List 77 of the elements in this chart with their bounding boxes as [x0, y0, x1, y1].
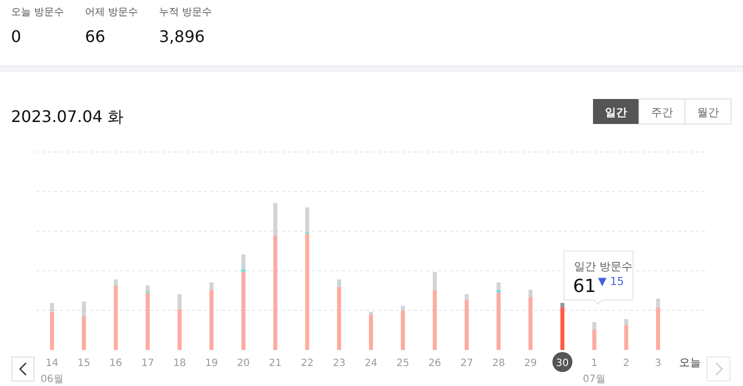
bar — [369, 314, 373, 350]
x-tick-label: 1 — [591, 358, 598, 369]
bar — [210, 290, 214, 350]
x-tick-label: 27 — [460, 358, 474, 369]
bar — [337, 286, 342, 350]
bar — [50, 312, 54, 350]
bar — [273, 203, 278, 236]
x-tick-label: 24 — [364, 358, 378, 369]
bar — [146, 285, 150, 292]
text: 월간 — [697, 106, 719, 119]
text: 06월 — [40, 374, 64, 385]
bar — [241, 272, 246, 350]
bar — [241, 269, 246, 272]
bar — [337, 279, 342, 287]
bar — [560, 307, 564, 350]
bar — [496, 290, 501, 293]
text: 3,896 — [159, 27, 205, 46]
annotation: 일간 방문수 — [574, 260, 632, 273]
x-tick-label: 15 — [78, 358, 90, 369]
x-tick-label: 19 — [205, 358, 218, 369]
bar — [400, 310, 405, 350]
bar — [496, 282, 501, 290]
x-tick-label: 25 — [396, 358, 410, 369]
x-tick-label: 14 — [46, 358, 58, 369]
chart-title: 2023.07.04 화 — [11, 107, 124, 126]
x-tick-label: 18 — [173, 358, 186, 369]
bar — [624, 319, 628, 326]
bar — [592, 329, 596, 350]
bar — [146, 292, 150, 350]
annotation: ▼ 15 — [598, 275, 624, 288]
bar — [210, 282, 214, 290]
text: 0 — [11, 27, 22, 46]
bar — [50, 302, 54, 312]
x-tick-label: 3 — [654, 358, 662, 369]
x-tick-label: 21 — [268, 358, 282, 369]
x-tick-label: 28 — [492, 358, 505, 369]
x-tick-label: 오늘 — [679, 356, 701, 369]
bar — [400, 306, 405, 310]
bar — [432, 290, 437, 350]
bar — [82, 316, 86, 350]
bar — [273, 235, 278, 350]
bar — [114, 279, 118, 286]
x-tick-label: 17 — [141, 358, 154, 369]
bar — [656, 298, 660, 308]
bar — [592, 322, 596, 330]
bar — [82, 301, 86, 316]
x-tick-label: 29 — [524, 358, 537, 369]
bar — [241, 254, 246, 270]
text: 일간 — [605, 106, 627, 119]
text: 07월 — [582, 374, 606, 385]
x-tick-label: 23 — [332, 358, 346, 369]
x-tick-label: 26 — [428, 358, 442, 369]
text: 어제 방문수 — [85, 7, 138, 18]
bar — [528, 297, 532, 350]
bar — [114, 285, 118, 350]
bar — [178, 308, 182, 350]
x-tick-label: 30 — [556, 358, 569, 369]
annotation: 61 — [573, 276, 596, 297]
bar — [496, 292, 501, 350]
bar — [656, 307, 660, 350]
text: 66 — [85, 27, 106, 46]
text: 오늘 방문수 — [11, 7, 64, 18]
x-tick-label: 22 — [300, 358, 314, 369]
bar — [464, 294, 469, 300]
x-tick-label: 2 — [623, 358, 630, 369]
bar — [432, 272, 437, 290]
bar — [305, 207, 310, 232]
x-tick-label: 16 — [109, 358, 122, 369]
bar — [560, 302, 564, 308]
text: 누적 방문수 — [159, 7, 212, 18]
text: 주간 — [651, 106, 673, 119]
bar — [528, 290, 532, 298]
bar — [305, 234, 310, 350]
bar — [464, 300, 469, 350]
bar — [178, 294, 182, 309]
bar — [624, 325, 628, 350]
x-tick-label: 20 — [237, 358, 250, 369]
